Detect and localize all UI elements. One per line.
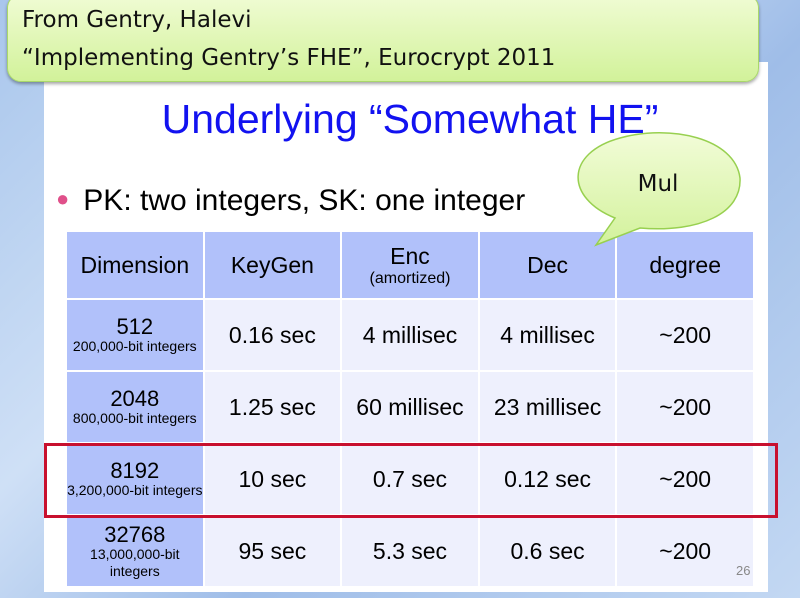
bullet-icon: ● (56, 186, 70, 211)
cell-keygen: 1.25 sec (202, 370, 343, 444)
citation-callout: From Gentry, Halevi “Implementing Gentry… (7, 0, 759, 82)
header-keygen: KeyGen (202, 230, 343, 300)
bullet-item: ● PK: two integers, SK: one integer (56, 184, 525, 218)
cell-dimension: 512 200,000-bit integers (65, 298, 205, 372)
cell-dec: 23 millisec (477, 370, 618, 444)
dimension-value: 2048 (110, 386, 160, 411)
bullet-text: PK: two integers, SK: one integer (83, 184, 526, 217)
cell-enc: 5.3 sec (340, 514, 480, 588)
cell-keygen: 95 sec (202, 514, 343, 588)
citation-line-2: “Implementing Gentry’s FHE”, Eurocrypt 2… (22, 45, 556, 71)
header-dec: Dec (477, 230, 618, 300)
dimension-value: 512 (116, 314, 154, 339)
cell-dimension: 2048 800,000-bit integers (65, 370, 205, 444)
cell-degree: ~200 (615, 370, 755, 444)
cell-dimension: 8192 3,200,000-bit integers (65, 442, 205, 516)
page-number: 26 (736, 563, 751, 578)
cell-dec: 0.6 sec (477, 514, 618, 588)
header-enc: Enc (amortized) (340, 230, 480, 300)
table-row: 512 200,000-bit integers 0.16 sec 4 milli… (65, 298, 755, 372)
cell-enc: 60 millisec (340, 370, 480, 444)
cell-dec: 0.12 sec (477, 442, 618, 516)
dimension-sub: 200,000-bit integers (72, 338, 197, 354)
slide-title: Underlying “Somewhat HE” (161, 96, 659, 142)
table-row: 32768 13,000,000-bit integers 95 sec 5.3 … (65, 514, 755, 588)
cell-degree: ~200 (615, 514, 755, 588)
header-degree: degree (615, 230, 755, 300)
header-enc-label: Enc (390, 242, 430, 269)
dimension-value: 32768 (104, 521, 166, 547)
bubble-text: Mul (638, 171, 679, 197)
highlight-box (44, 443, 778, 518)
cell-enc: 4 millisec (340, 298, 480, 372)
results-table: Dimension KeyGen Enc (amortized) Dec degr… (65, 230, 755, 588)
dimension-value: 8192 (110, 458, 160, 483)
dimension-sub: 800,000-bit integers (72, 410, 197, 426)
mul-speech-bubble: Mul (560, 128, 750, 258)
cell-degree: ~200 (615, 442, 755, 516)
cell-dec: 4 millisec (477, 298, 618, 372)
table-header-row: Dimension KeyGen Enc (amortized) Dec degr… (65, 230, 755, 300)
cell-keygen: 0.16 sec (202, 298, 343, 372)
table-row: 2048 800,000-bit integers 1.25 sec 60 mil… (65, 370, 755, 444)
header-enc-sub: (amortized) (369, 269, 451, 287)
dimension-sub: 13,000,000-bit integers (90, 545, 180, 579)
cell-degree: ~200 (615, 298, 755, 372)
dimension-sub: 3,200,000-bit integers (67, 482, 203, 498)
cell-dimension: 32768 13,000,000-bit integers (65, 514, 205, 588)
cell-keygen: 10 sec (202, 442, 343, 516)
header-dimension: Dimension (65, 230, 205, 300)
citation-line-1: From Gentry, Halevi (22, 7, 252, 33)
